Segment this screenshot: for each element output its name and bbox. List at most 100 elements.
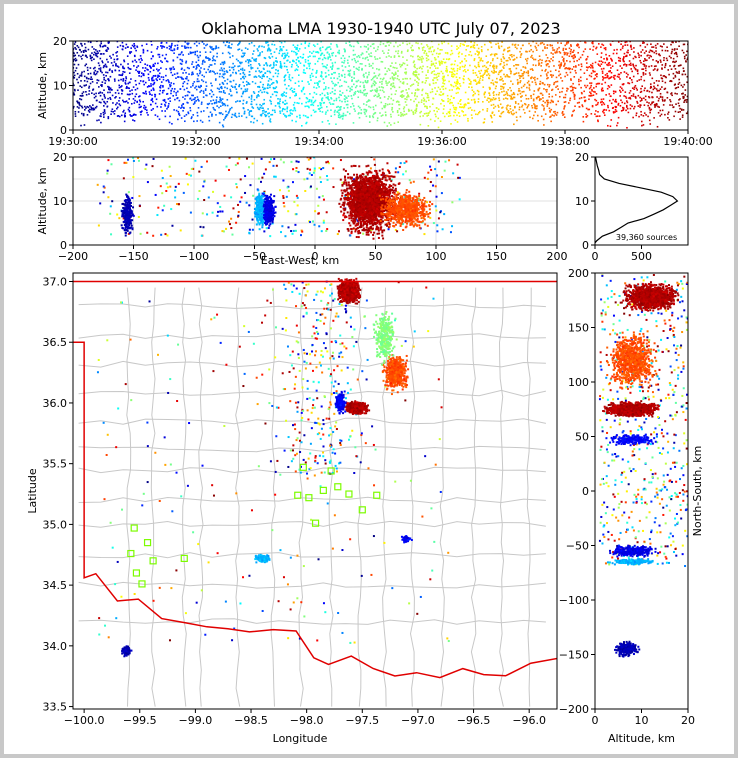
lma-source-point [187,112,190,115]
lma-source-point [149,70,152,73]
lma-source-point [295,213,298,216]
lma-source-point [439,63,441,65]
lma-source-point [584,99,587,102]
lma-source-point [595,47,597,50]
lma-source-point [282,179,285,182]
lma-source-point [320,74,323,77]
lma-source-point [195,68,197,70]
lma-source-point [382,42,385,45]
lma-source-point [124,212,127,215]
lma-source-point [544,60,547,63]
lma-source-point [145,43,148,45]
lma-source-point [321,99,323,102]
lma-source-point [510,89,512,92]
lma-source-point [360,112,363,115]
lma-source-point [110,110,113,113]
lma-source-point [248,59,251,62]
lma-source-point [602,102,605,104]
lma-source-point [495,85,498,88]
lma-source-point [373,95,375,97]
lma-source-point [77,89,79,91]
lma-source-point [178,114,181,117]
lma-source-point [590,94,593,97]
lma-source-point [359,89,362,92]
lma-source-point [545,90,548,93]
lma-source-point [205,81,207,84]
lma-source-point [398,86,401,89]
lma-source-point [559,73,562,76]
lma-source-point [388,95,390,98]
lma-source-point [185,113,188,116]
lma-source-point [580,79,582,82]
lma-source-point [293,101,296,104]
lma-source-point [526,105,529,108]
lma-source-point [292,44,295,46]
lma-source-point [300,229,303,232]
lma-source-point [234,164,237,167]
lma-source-point [84,64,87,67]
lma-source-point [488,94,491,96]
lma-source-point [492,71,494,74]
lma-source-point [423,52,426,54]
lma-source-point [502,80,504,82]
lma-source-point [193,98,196,101]
lma-source-point [624,95,627,98]
lma-source-point [73,63,76,66]
lma-source-point [333,71,335,74]
lma-source-point [648,119,651,122]
lma-source-point [550,76,553,78]
lma-source-point [310,104,312,106]
lma-source-point [243,69,246,71]
lma-source-point [81,106,84,109]
lma-source-point [423,218,426,221]
lma-source-point [165,42,168,44]
lma-source-point [482,76,484,79]
lma-source-point [259,52,261,54]
lma-source-point [98,64,101,67]
lma-source-point [343,57,346,60]
lma-source-point [453,73,456,76]
lma-source-point [442,58,445,60]
lma-source-point [82,94,84,97]
lma-source-point [578,46,580,49]
lma-source-point [85,93,88,96]
lma-source-point [459,42,462,45]
lma-source-point [192,98,195,101]
lma-source-point [320,41,322,43]
lma-source-point [602,110,604,113]
lma-source-point [330,77,332,79]
lma-source-point [534,79,536,81]
lma-source-point [461,110,463,112]
lma-source-point [590,64,593,67]
lma-source-point [533,104,536,106]
lma-source-point [133,42,135,45]
lma-source-point [275,60,278,62]
lma-source-point [374,58,377,60]
lma-source-point [200,103,203,105]
lma-source-point [626,51,628,54]
lma-source-point [566,87,568,90]
lma-source-point [469,64,471,67]
lma-source-point [106,71,109,74]
lma-source-point [478,70,480,73]
lma-source-point [682,86,684,88]
lma-source-point [83,70,85,73]
lma-source-point [181,59,183,61]
lma-source-point [633,86,636,89]
lma-source-point [341,92,344,94]
lma-source-point [606,75,609,77]
lma-source-point [183,80,186,83]
lma-source-point [325,48,328,50]
lma-source-point [150,41,152,43]
lma-source-point [314,45,316,48]
lma-source-point [641,68,643,71]
lma-source-point [282,93,284,95]
lma-source-point [153,89,155,91]
lma-source-point [93,53,95,56]
lma-source-point [655,102,658,105]
lma-source-point [451,73,453,76]
lma-source-point [264,113,266,116]
lma-source-point [459,66,461,69]
lma-source-point [348,73,351,75]
lma-source-point [187,46,190,49]
